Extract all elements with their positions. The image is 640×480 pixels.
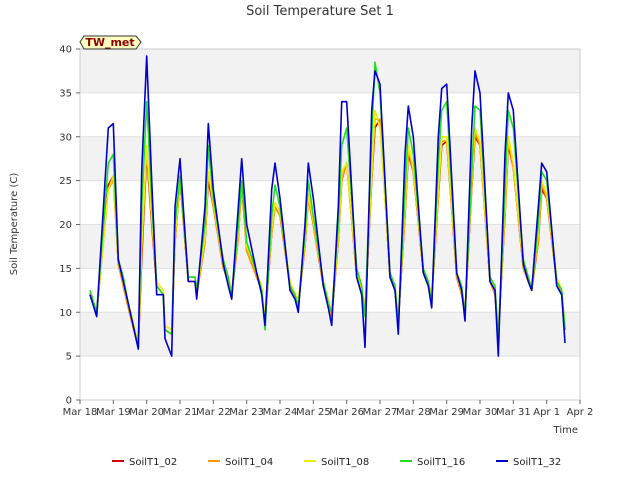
x-tick-label: Mar 28 bbox=[396, 407, 431, 418]
y-tick-label: 30 bbox=[59, 132, 72, 143]
x-tick-label: Mar 22 bbox=[196, 407, 231, 418]
x-tick-label: Mar 20 bbox=[129, 407, 164, 418]
y-axis-label: Soil Temperature (C) bbox=[9, 173, 20, 276]
y-tick-label: 35 bbox=[59, 88, 72, 99]
y-tick-label: 15 bbox=[59, 264, 72, 275]
legend-entry: SoilT1_16 bbox=[417, 457, 465, 468]
y-tick-label: 0 bbox=[66, 396, 72, 407]
y-tick-label: 5 bbox=[66, 352, 72, 363]
x-tick-label: Mar 29 bbox=[429, 407, 464, 418]
series-line-soilt1-32 bbox=[89, 55, 566, 357]
x-tick-label: Mar 21 bbox=[163, 407, 198, 418]
x-tick-label: Mar 27 bbox=[363, 407, 398, 418]
legend-entry: SoilT1_08 bbox=[321, 457, 369, 468]
x-tick-label: Mar 18 bbox=[63, 407, 98, 418]
x-tick-label: Mar 24 bbox=[263, 407, 298, 418]
chart-title: Soil Temperature Set 1 bbox=[246, 4, 394, 19]
legend-entry: SoilT1_02 bbox=[129, 457, 177, 468]
y-axis-ticks: 0 5 10 15 20 25 30 35 40 bbox=[59, 45, 80, 407]
y-tick-label: 40 bbox=[59, 45, 72, 56]
grid-band bbox=[80, 49, 580, 93]
y-tick-label: 10 bbox=[59, 308, 72, 319]
x-tick-label: Mar 25 bbox=[296, 407, 331, 418]
site-tag: TW_met bbox=[79, 35, 142, 50]
x-tick-label: Mar 30 bbox=[463, 407, 498, 418]
grid-band bbox=[80, 136, 580, 181]
x-tick-label: Mar 19 bbox=[96, 407, 131, 418]
legend-entry: SoilT1_32 bbox=[513, 457, 561, 468]
x-tick-label: Mar 26 bbox=[329, 407, 364, 418]
x-axis-label: Time bbox=[553, 425, 578, 436]
legend-entry: SoilT1_04 bbox=[225, 457, 273, 468]
x-tick-label: Apr 2 bbox=[567, 407, 594, 418]
site-tag-box bbox=[79, 35, 142, 50]
legend: SoilT1_02 SoilT1_04 SoilT1_08 SoilT1_16 Soil… bbox=[112, 457, 561, 468]
series-lines bbox=[89, 55, 566, 357]
grid-band bbox=[80, 224, 580, 269]
site-tag-label: TW_met bbox=[85, 36, 134, 49]
x-tick-label: Mar 23 bbox=[229, 407, 264, 418]
x-tick-label: Mar 31 bbox=[496, 407, 531, 418]
y-tick-label: 25 bbox=[59, 176, 72, 187]
y-tick-label: 20 bbox=[59, 220, 72, 231]
x-tick-label: Apr 1 bbox=[533, 407, 560, 418]
